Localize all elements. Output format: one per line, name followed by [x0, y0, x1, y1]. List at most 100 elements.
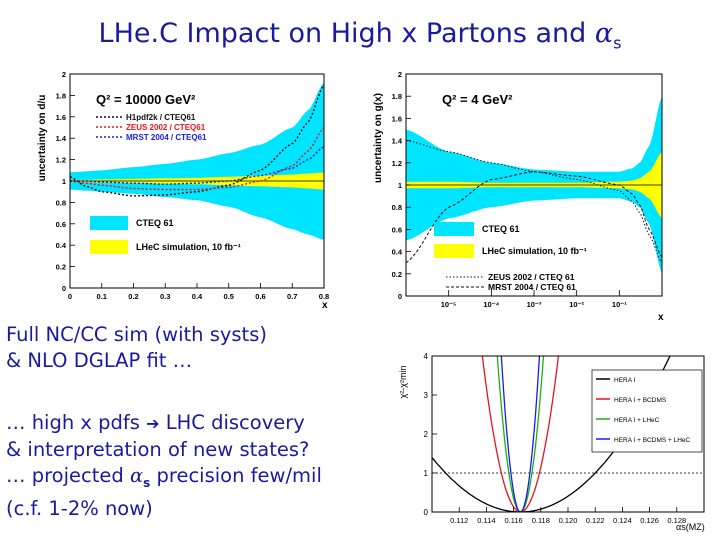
text-line: … high x pdfs ➔ LHC discovery [6, 410, 322, 437]
y-tick-label: 4 [424, 352, 429, 361]
y-tick-label: 1.6 [392, 114, 402, 123]
y-tick-label: 2 [62, 70, 66, 79]
x-tick-label: 0.112 [450, 516, 468, 525]
x-tick-label: 0.1 [97, 292, 107, 301]
x-tick-label: 0.122 [586, 516, 605, 525]
x-tick-label: 0.120 [559, 516, 578, 525]
legend-entry: CTEQ 61 [482, 224, 520, 234]
y-tick-label: 1.4 [392, 137, 403, 146]
x-tick-label: 0.2 [128, 292, 138, 301]
alphas-chi2-chart: 0 1 2 3 4 0.112 0.114 0.116 0.118 0.120 0.122 0.124… [398, 348, 712, 536]
legend-entry: LHeC simulation, 10 fb⁻¹ [136, 242, 241, 252]
x-tick-label: 10⁻⁴ [483, 300, 499, 309]
text-fragment: … high x pdfs [6, 411, 147, 434]
series-line [70, 146, 324, 185]
text-block-fit: Full NC/CC sim (with systs) & NLO DGLAP … [6, 322, 267, 374]
text-line: Full NC/CC sim (with systs) [6, 323, 267, 346]
series-line [406, 171, 662, 264]
y-tick-label: 3 [424, 391, 429, 400]
x-tick-label: 10⁻⁵ [441, 300, 457, 309]
plot-area [406, 96, 662, 274]
cteq-band [70, 82, 324, 240]
legend-entry: ZEUS 2002 / CTEQ 61 [488, 272, 575, 282]
legend-entry: MRST 2004 / CTEQ 61 [488, 282, 576, 292]
x-tick-label: 0.126 [640, 516, 659, 525]
x-tick-label: 10⁻¹ [612, 300, 627, 309]
legend-swatch [434, 244, 474, 258]
x-tick-label: 10⁻² [569, 300, 584, 309]
x-axis-label: αs(MZ) [676, 522, 705, 532]
du-uncertainty-chart: 0 0.2 0.4 0.6 0.8 1 1.2 1.4 1.6 1.8 2 0 0.1 0.2 0.3 0.4… [36, 68, 342, 312]
y-tick-label: 0.6 [392, 225, 402, 234]
y-axis-label: uncertainty on d/u [37, 95, 48, 182]
plot-area [70, 82, 324, 240]
text-fragment: precision few/mil [150, 464, 322, 487]
legend-entry: HERA I + BCDMS + LHeC [614, 437, 691, 444]
x-axis-label: x [658, 312, 664, 322]
legend-entry: CTEQ 61 [136, 218, 174, 228]
x-tick-label: 0.7 [287, 292, 297, 301]
x-tick-label: 0.4 [192, 292, 203, 301]
y-tick-label: 1.2 [392, 159, 402, 168]
legend-entry: H1pdf2k / CTEQ61 [126, 113, 196, 122]
y-tick-label: 2 [398, 70, 402, 79]
y-tick-label: 1.6 [56, 113, 66, 122]
text-line: & NLO DGLAP fit … [6, 349, 193, 372]
text-line: … projected αs precision few/mil [6, 463, 322, 496]
y-tick-label: 0.4 [56, 241, 67, 250]
legend-swatch [90, 240, 128, 254]
q2-annotation: Q² = 10000 GeV² [96, 92, 196, 107]
legend-entry: MRST 2004 / CTEQ61 [126, 133, 207, 142]
x-tick-label: 0.8 [319, 292, 329, 301]
text-block-impact: … high x pdfs ➔ LHC discovery & interpre… [6, 410, 322, 522]
legend-entry: HERA I + LHeC [614, 417, 660, 424]
x-tick-label: 0.118 [532, 516, 550, 525]
x-tick-label: 0.116 [504, 516, 522, 525]
text-line: (c.f. 1-2% now) [6, 496, 153, 520]
alpha-symbol: α [129, 464, 144, 487]
y-tick-label: 0 [398, 292, 402, 301]
y-tick-label: 0.8 [56, 198, 66, 207]
x-tick-label: 0 [68, 292, 72, 301]
y-axis-label: uncertainty on g(x) [373, 93, 384, 183]
x-tick-label: 0.6 [255, 292, 265, 301]
x-tick-label: 10⁻³ [527, 300, 542, 309]
y-tick-label: 1 [398, 181, 402, 190]
legend-entry: HERA I [614, 377, 636, 384]
y-tick-label: 1.8 [56, 91, 66, 100]
text-line: & interpretation of new states? [6, 438, 310, 461]
y-tick-label: 1.8 [392, 92, 402, 101]
x-tick-label: 0.5 [224, 292, 234, 301]
y-tick-label: 2 [424, 430, 429, 439]
y-tick-label: 0 [424, 508, 429, 517]
slide-title: LHe.C Impact on High x Partons and αs [0, 18, 720, 52]
q2-annotation: Q² = 4 GeV² [442, 92, 513, 107]
y-tick-label: 0.8 [392, 203, 402, 212]
x-axis-label: x [322, 300, 328, 311]
x-tick-label: 0.124 [613, 516, 632, 525]
y-tick-label: 0.2 [392, 270, 402, 279]
title-main: LHe.C Impact on High x Partons and [98, 18, 595, 49]
legend-swatch [434, 222, 474, 236]
arrow-icon: ➔ [146, 414, 160, 433]
title-alpha: α [594, 18, 614, 49]
x-tick-label: 0.114 [477, 516, 495, 525]
legend-entry: ZEUS 2002 / CTEQ61 [126, 123, 206, 132]
legend-entry: LHeC simulation, 10 fb⁻¹ [482, 246, 587, 256]
legend-box [591, 369, 703, 453]
text-fragment: LHC discovery [159, 411, 305, 434]
alpha-subscript: s [143, 475, 151, 490]
x-tick-label: 0.128 [667, 516, 686, 525]
legend-swatch [90, 216, 128, 230]
x-tick-label: 0.3 [160, 292, 170, 301]
text-fragment: … projected [6, 464, 130, 487]
y-tick-label: 0.2 [56, 263, 66, 272]
y-tick-label: 1.2 [56, 156, 66, 165]
y-tick-label: 0.4 [392, 248, 403, 257]
y-tick-label: 1.4 [56, 134, 67, 143]
y-tick-label: 0.6 [56, 220, 66, 229]
y-tick-label: 0 [62, 284, 66, 293]
y-tick-label: 1 [424, 469, 429, 478]
y-tick-label: 1 [62, 177, 66, 186]
title-sub: s [613, 33, 622, 53]
